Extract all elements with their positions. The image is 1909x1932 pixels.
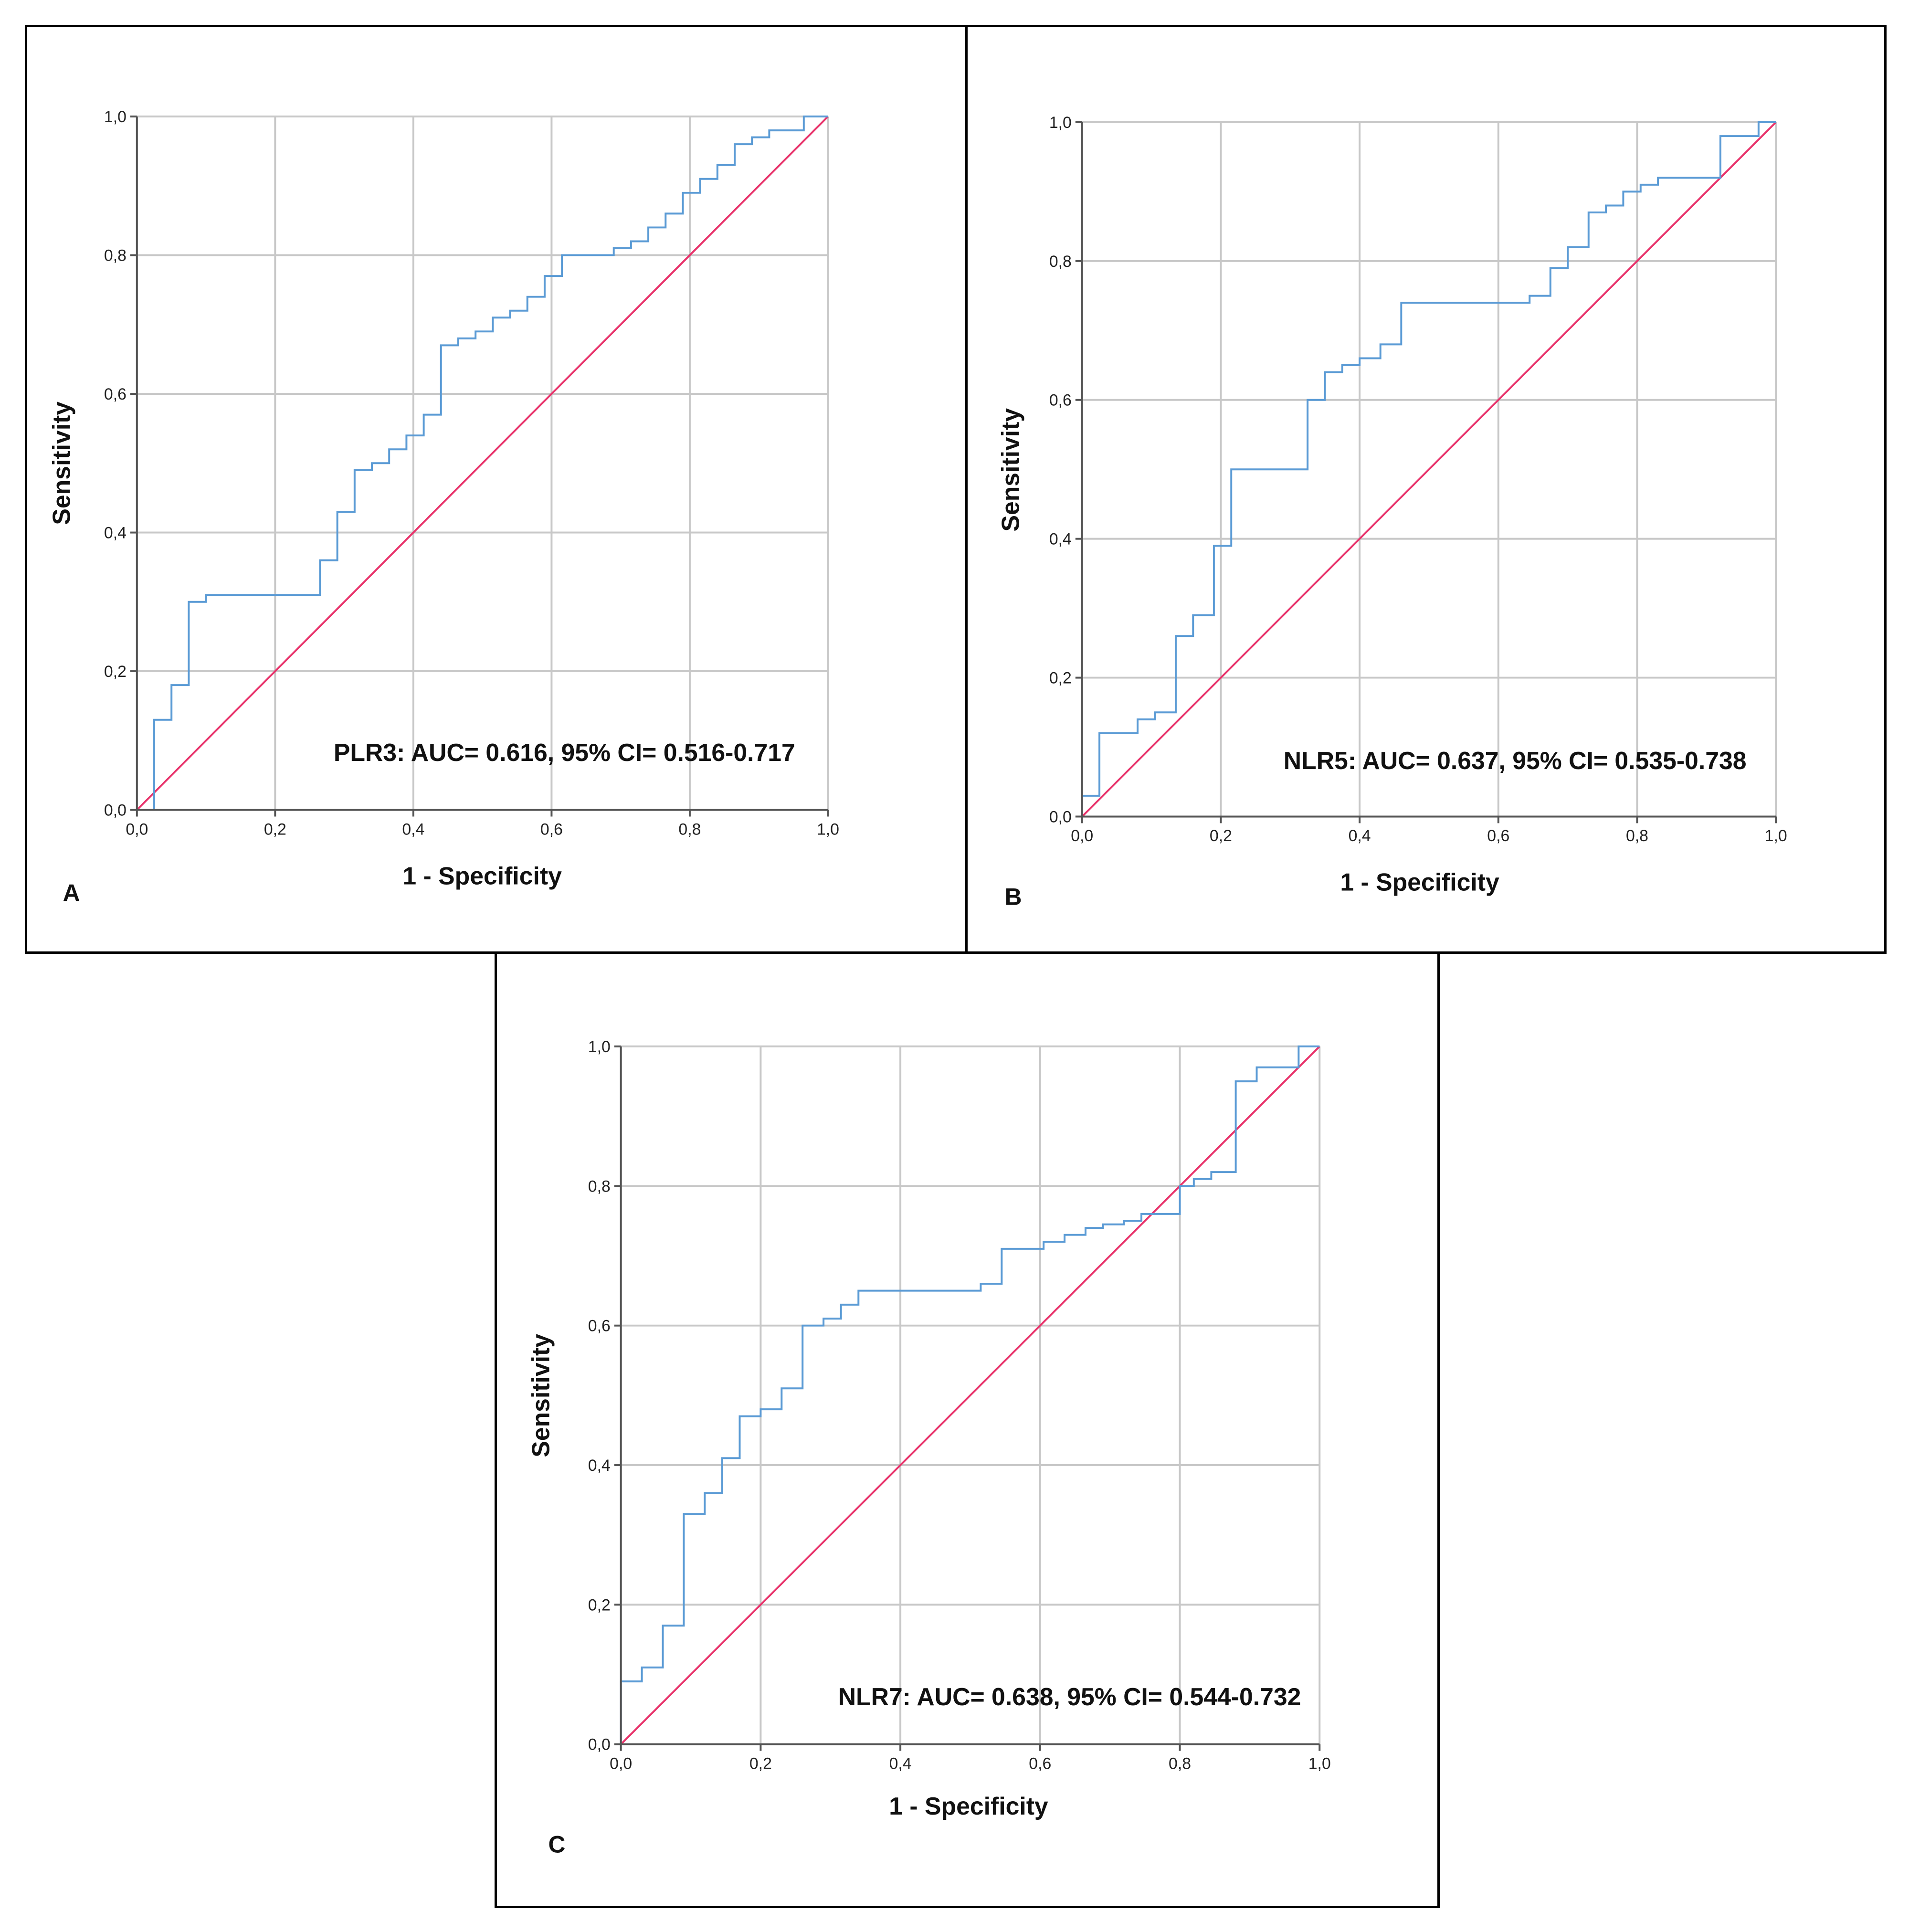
x-tick-label: 0,2: [264, 820, 286, 838]
x-tick-label: 0,6: [1487, 827, 1509, 845]
y-tick-label: 1,0: [588, 1038, 611, 1056]
x-tick-label: 0,4: [1349, 827, 1371, 845]
x-axis-title: 1 - Specificity: [889, 1792, 1048, 1820]
panel-label: C: [548, 1831, 565, 1858]
y-tick-label: 0,0: [104, 801, 127, 819]
y-tick-label: 0,6: [588, 1317, 611, 1335]
reference-line: [620, 1045, 1320, 1745]
y-tick-label: 0,4: [1049, 530, 1072, 549]
roc-panel-a: 0,0 0,2 0,4 0,6 0,8 1,0 0,0 0,2 0,4 0,6 0,8 1,0 1 -…: [25, 25, 968, 954]
panel-label: A: [63, 880, 80, 907]
reference-line: [136, 116, 829, 811]
x-tick-label: 1,0: [1308, 1754, 1331, 1773]
y-axis-title: Sensitivity: [48, 401, 75, 525]
y-tick-label: 0,2: [588, 1596, 611, 1614]
roc-panel-b: 0,0 0,2 0,4 0,6 0,8 1,0 0,0 0,2 0,4 0,6 0,8 1,0 1 -…: [965, 25, 1887, 954]
y-tick-label: 0,8: [104, 246, 127, 264]
x-tick-label: 0,0: [1071, 827, 1093, 845]
x-tick-label: 0,4: [889, 1754, 912, 1773]
y-tick-label: 0,4: [104, 524, 127, 542]
y-tick-label: 0,4: [588, 1457, 611, 1475]
x-tick-label: 1,0: [1765, 827, 1787, 845]
y-tick-label: 0,2: [1049, 669, 1072, 687]
panel-label: B: [1005, 884, 1022, 910]
roc-curve: [137, 116, 828, 811]
x-tick-label: 0,2: [1210, 827, 1232, 845]
roc-panel-c: 0,0 0,2 0,4 0,6 0,8 1,0 0,0 0,2 0,4 0,6 0,8 1,0 1 -…: [495, 951, 1440, 1908]
auc-annotation: NLR7: AUC= 0.638, 95% CI= 0.544-0.732: [838, 1683, 1301, 1710]
roc-chart-c: 0,0 0,2 0,4 0,6 0,8 1,0 0,0 0,2 0,4 0,6 0,8 1,0 1 -…: [527, 1038, 1331, 1858]
x-axis-title: 1 - Specificity: [1340, 868, 1499, 896]
y-tick-label: 1,0: [1049, 114, 1072, 132]
x-tick-label: 0,0: [610, 1754, 632, 1773]
y-tick-label: 0,8: [1049, 253, 1072, 271]
x-tick-label: 0,8: [1169, 1754, 1191, 1773]
x-tick-label: 0,8: [678, 820, 701, 838]
roc-chart-b: 0,0 0,2 0,4 0,6 0,8 1,0 0,0 0,2 0,4 0,6 0,8 1,0 1 -…: [996, 114, 1787, 910]
y-axis-title: Sensitivity: [527, 1334, 554, 1457]
x-tick-label: 0,6: [540, 820, 563, 838]
y-tick-label: 0,0: [588, 1736, 611, 1754]
y-tick-label: 0,6: [104, 385, 127, 403]
x-tick-label: 0,4: [402, 820, 424, 838]
auc-annotation: PLR3: AUC= 0.616, 95% CI= 0.516-0.717: [334, 739, 795, 766]
y-tick-label: 1,0: [104, 108, 127, 126]
x-tick-label: 1,0: [817, 820, 839, 838]
x-tick-label: 0,8: [1626, 827, 1648, 845]
y-tick-label: 0,8: [588, 1177, 611, 1195]
roc-curve: [620, 1045, 1320, 1744]
auc-annotation: NLR5: AUC= 0.637, 95% CI= 0.535-0.738: [1284, 747, 1747, 774]
y-axis-title: Sensitivity: [996, 408, 1024, 532]
y-tick-label: 0,2: [104, 663, 127, 681]
roc-chart-a: 0,0 0,2 0,4 0,6 0,8 1,0 0,0 0,2 0,4 0,6 0,8 1,0 1 -…: [48, 108, 839, 907]
x-tick-label: 0,0: [126, 820, 148, 838]
x-tick-label: 0,2: [749, 1754, 772, 1773]
x-tick-label: 0,6: [1029, 1754, 1051, 1773]
y-tick-label: 0,6: [1049, 391, 1072, 410]
y-tick-label: 0,0: [1049, 808, 1072, 826]
roc-curve: [1081, 121, 1776, 817]
x-axis-title: 1 - Specificity: [402, 862, 562, 890]
reference-line: [1081, 121, 1777, 817]
